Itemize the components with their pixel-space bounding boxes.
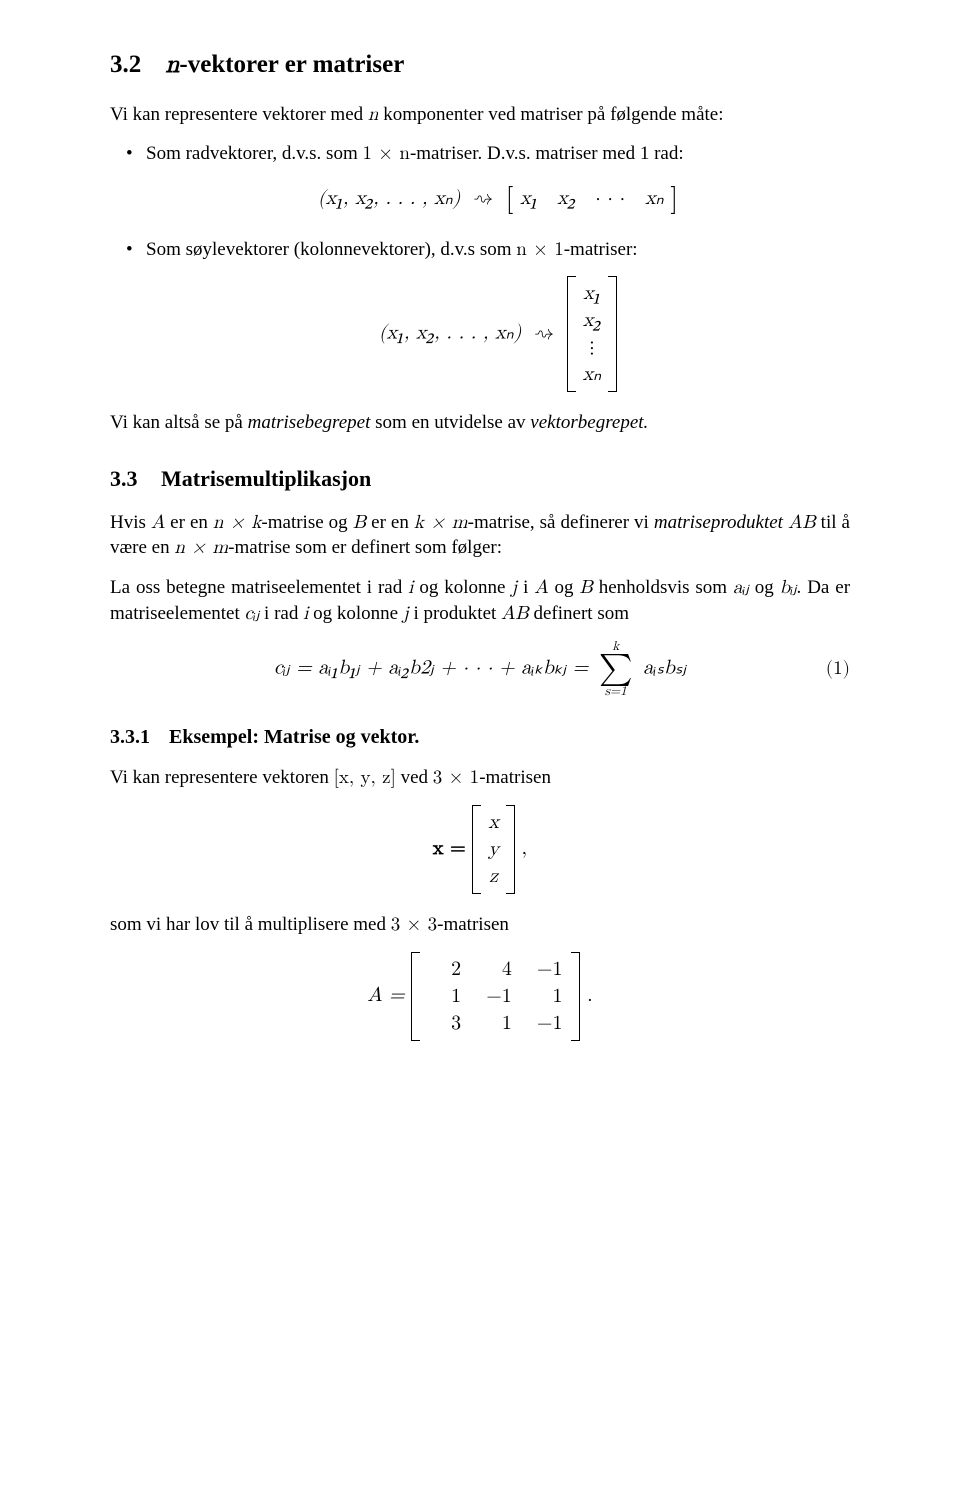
A-matrix-display: A = 2 4 −1 1 −1 1 3 1 −1 .	[110, 952, 850, 1041]
section33-title: Matrisemultiplikasjon	[161, 466, 371, 491]
heading-n-italic: n	[166, 52, 180, 77]
col-vector-display: (x₁, x₂, . . . , xₙ) ⇝ x₁ x₂ ⋮ xₙ	[146, 276, 850, 392]
s32-p2: Vi kan altså se på matrisebegrepet som e…	[110, 410, 850, 436]
s32-list: Som radvektorer, d.v.s. som 1 × n-matris…	[110, 141, 850, 392]
s331-p2: som vi har lov til å multiplisere med 3 …	[110, 912, 850, 938]
section-3-3-heading: 3.3 Matrisemultiplikasjon	[110, 464, 850, 494]
s331-p1: Vi kan representere vektoren [x, y, z] v…	[110, 765, 850, 791]
s32-li2: Som søylevektorer (kolonnevektorer), d.v…	[110, 237, 850, 393]
heading-text: -vektorer er matriser	[179, 51, 404, 78]
s33-p2: La oss betegne matriseelementet i rad i …	[110, 575, 850, 626]
section331-title: Eksempel: Matrise og vektor.	[169, 726, 419, 748]
row-vector-display: (x₁, x₂, . . . , xₙ) ⇝ [ x₁ x₂ · · · xₙ …	[146, 181, 850, 219]
section-3-3-1-heading: 3.3.1 Eksempel: Matrise og vektor.	[110, 724, 850, 751]
section33-number: 3.3	[110, 466, 138, 491]
section-3-2-heading: 3.2 n-vektorer er matriser	[110, 48, 850, 82]
s32-li1: Som radvektorer, d.v.s. som 1 × n-matris…	[110, 141, 850, 218]
section331-number: 3.3.1	[110, 726, 150, 748]
summation-symbol: k ∑ s=1	[599, 640, 633, 698]
equation-1: cᵢⱼ = aᵢ₁b₁ⱼ + aᵢ₂b2ⱼ + · · · + aᵢₖbₖⱼ =…	[110, 640, 850, 698]
s33-p1: Hvis A er en n × k-matrise og B er en k …	[110, 510, 850, 561]
x-vector-display: x = x y z ,	[110, 805, 850, 894]
s32-p1: Vi kan representere vektorer med n kompo…	[110, 102, 850, 128]
section-number: 3.2	[110, 51, 141, 78]
equation-number: (1)	[826, 657, 850, 683]
